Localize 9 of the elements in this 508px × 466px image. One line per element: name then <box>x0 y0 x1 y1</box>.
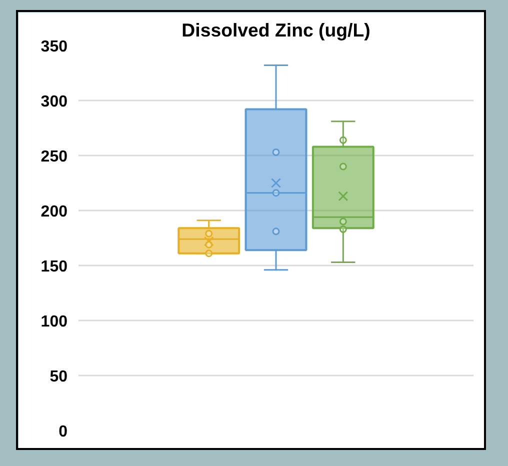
y-tick-label: 300 <box>40 94 68 110</box>
y-tick-label: 100 <box>40 314 68 330</box>
chart-title: Dissolved Zinc (ug/L) <box>182 20 370 40</box>
y-tick-label: 0 <box>58 424 68 440</box>
y-tick-label: 50 <box>50 368 68 386</box>
y-tick-label: 200 <box>40 204 68 220</box>
y-tick-label: 250 <box>40 148 68 166</box>
y-tick-label: 150 <box>40 258 68 276</box>
y-tick-label: 350 <box>40 38 68 56</box>
